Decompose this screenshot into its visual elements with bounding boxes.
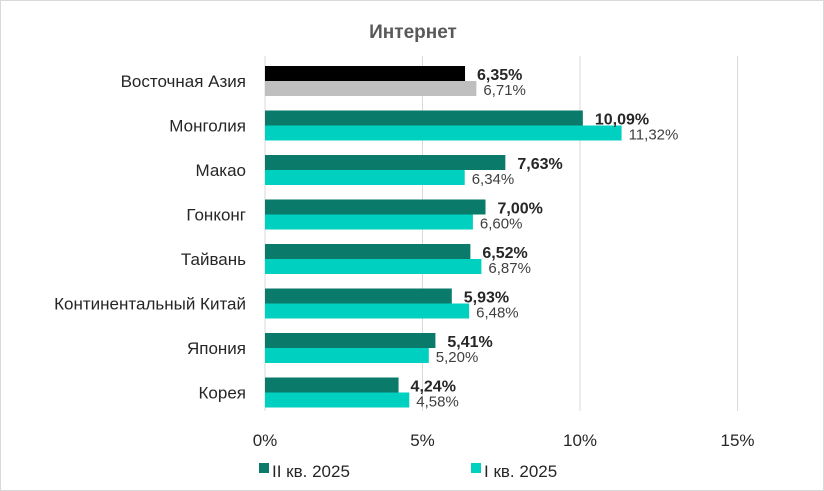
bar-series-1 (265, 155, 506, 170)
x-axis-ticks: 0% 5% 10% 15% (253, 431, 755, 450)
data-label-series-1: 6,52% (482, 245, 527, 262)
category-label: Тайвань (181, 250, 246, 269)
data-label-series-1: 7,00% (498, 201, 543, 218)
x-tick-label: 15% (720, 431, 754, 450)
legend-label-series-2: I кв. 2025 (484, 462, 557, 481)
x-tick-label: 0% (253, 431, 278, 450)
chart-title: Интернет (369, 22, 457, 43)
data-label-series-2: 6,60% (480, 216, 523, 233)
data-label-series-2: 11,32% (629, 127, 679, 144)
x-tick-label: 5% (410, 431, 435, 450)
bar-series-2 (265, 81, 477, 96)
data-label-series-2: 6,71% (483, 82, 526, 99)
bar-series-1 (265, 199, 486, 215)
bars: 6,35%6,71% 10,09%11,32% 7,63%6,34% 7,00%6,6… (265, 66, 678, 411)
bar-series-2 (265, 348, 429, 363)
legend-swatch-series-2 (471, 463, 481, 473)
data-label-series-2: 5,20% (436, 349, 479, 366)
data-label-series-2: 6,48% (476, 305, 519, 322)
bar-series-2 (265, 125, 622, 141)
legend: II кв. 2025 I кв. 2025 (259, 462, 557, 481)
category-label: Гонконг (186, 206, 246, 225)
bar-series-1 (265, 244, 471, 259)
bar-series-1 (265, 333, 436, 348)
data-label-series-1: 4,24% (411, 379, 456, 396)
category-label: Восточная Азия (121, 72, 246, 91)
bar-series-2 (265, 170, 465, 185)
data-label-series-1: 7,63% (517, 156, 562, 173)
category-label: Континентальный Китай (54, 295, 246, 314)
bar-series-1 (265, 110, 583, 126)
category-labels: Восточная Азия Монголия Макао Гонконг Тайван… (54, 72, 246, 403)
data-label-series-1: 5,93% (464, 290, 509, 307)
category-label: Корея (199, 384, 246, 403)
data-label-series-1: 6,35% (477, 67, 522, 84)
bar-series-1 (265, 377, 399, 393)
category-label: Япония (187, 339, 246, 358)
bar-series-2 (265, 303, 470, 319)
data-label-series-1: 5,41% (447, 334, 492, 351)
data-label-series-1: 10,09% (595, 112, 649, 129)
bar-series-2 (265, 259, 482, 274)
bar-series-2 (265, 214, 473, 230)
data-label-series-2: 6,34% (472, 171, 515, 188)
data-label-series-2: 6,87% (488, 260, 531, 277)
category-label: Макао (195, 161, 246, 180)
bar-series-1 (265, 288, 452, 304)
bar-series-1 (265, 66, 466, 81)
category-label: Монголия (169, 117, 246, 136)
x-tick-label: 10% (563, 431, 597, 450)
legend-label-series-1: II кв. 2025 (272, 462, 350, 481)
legend-swatch-series-1 (259, 463, 269, 473)
bar-series-2 (265, 392, 410, 408)
data-label-series-2: 4,58% (416, 394, 459, 411)
